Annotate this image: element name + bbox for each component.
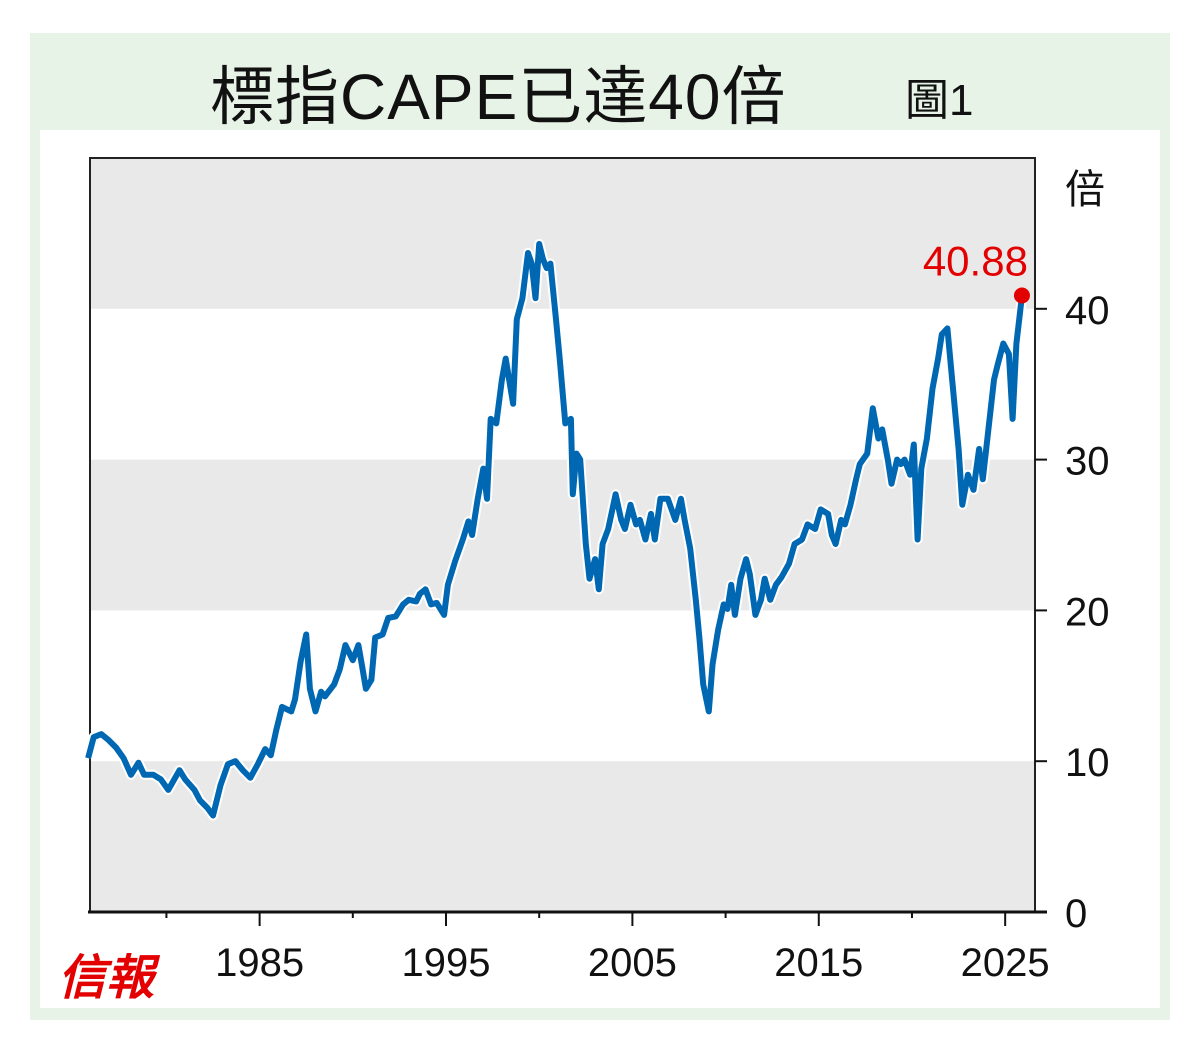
gray-band: [90, 158, 1035, 309]
latest-value-marker: [1013, 287, 1030, 304]
axis-ticks: 1985 1995 2005 2015 2025 0 10 20 30 40: [88, 289, 1110, 985]
series-line-cape: [85, 241, 1025, 819]
y-tick-label: 40: [1065, 289, 1110, 333]
y-tick-label: 0: [1065, 892, 1087, 936]
x-tick-label: 1985: [215, 941, 304, 985]
x-tick-label: 2005: [588, 941, 677, 985]
chart-title: 標指CAPE已達40倍: [210, 61, 787, 133]
background-bands: [90, 158, 1035, 912]
figure-label: 圖1: [905, 76, 974, 125]
x-tick-label: 2015: [774, 941, 863, 985]
publisher-logo: 信報: [58, 950, 155, 1006]
gray-band: [90, 459, 1035, 611]
x-tick-label: 2025: [961, 941, 1050, 985]
y-axis-label: 倍: [1065, 168, 1105, 212]
gray-band: [90, 761, 1035, 912]
y-tick-label: 20: [1065, 590, 1110, 634]
y-tick-label: 30: [1065, 440, 1110, 484]
latest-value-label: 40.88: [923, 238, 1028, 285]
y-tick-label: 10: [1065, 741, 1110, 785]
x-tick-label: 1995: [402, 941, 491, 985]
chart-header: 標指CAPE已達40倍 圖1: [30, 36, 1170, 133]
